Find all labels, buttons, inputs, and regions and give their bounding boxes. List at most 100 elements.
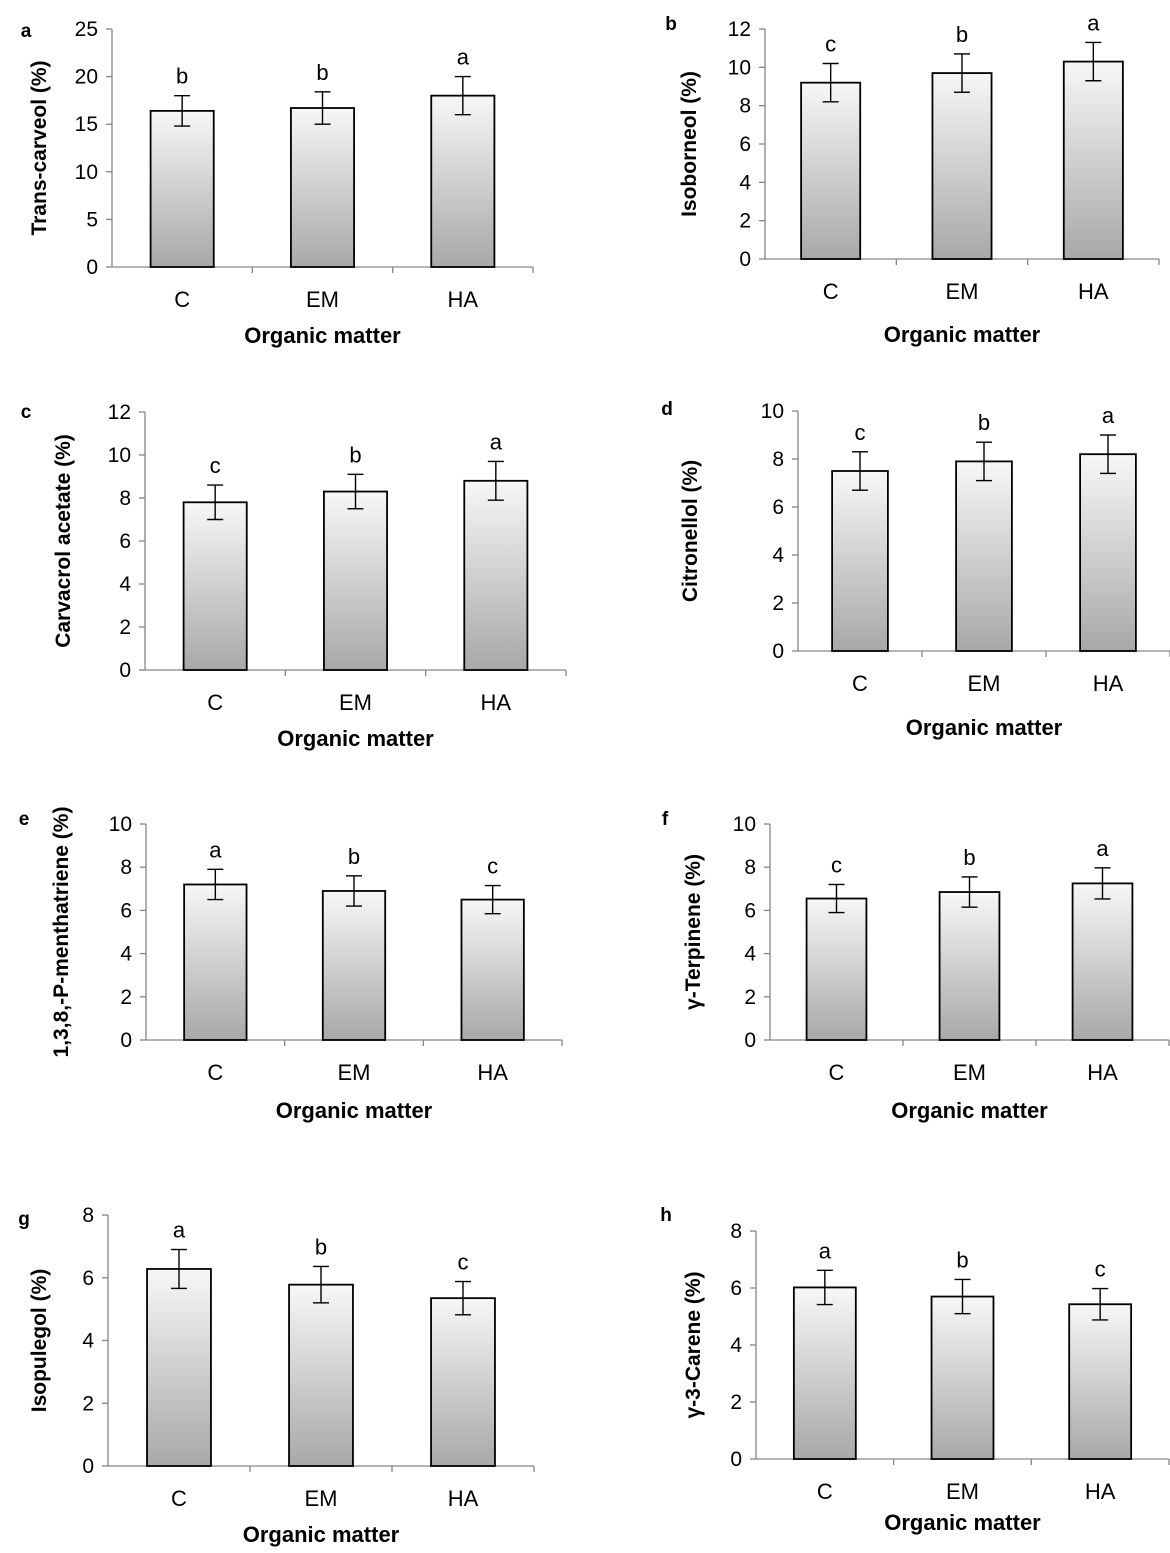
significance-letter: a (819, 1238, 832, 1263)
x-tick-label: C (174, 287, 190, 312)
x-tick-label: HA (1093, 671, 1124, 696)
y-tick-label: 6 (82, 1267, 94, 1290)
y-tick-label: 25 (75, 18, 98, 41)
y-tick-label: 0 (772, 640, 784, 663)
significance-letter: a (209, 837, 222, 862)
x-tick-label: HA (1078, 279, 1109, 304)
y-tick-label: 0 (120, 1029, 132, 1052)
bar (146, 1268, 212, 1467)
x-tick-label: HA (448, 287, 479, 312)
bar (955, 460, 1013, 652)
bar (323, 490, 388, 671)
bar (460, 898, 525, 1041)
x-tick-label: C (171, 1486, 187, 1511)
y-tick-label: 5 (86, 208, 98, 231)
bar (430, 94, 496, 268)
bar (805, 897, 868, 1041)
y-tick-label: 2 (120, 986, 132, 1009)
y-tick-label: 0 (82, 1455, 94, 1478)
x-tick-label: EM (946, 279, 979, 304)
y-tick-label: 6 (120, 899, 132, 922)
significance-letter: a (457, 45, 470, 70)
chart-panel-f: f 0 2 4 6 8 10 c Cb EM a HA Organic matter γ-Terpinen… (662, 809, 1170, 1123)
x-axis-title: Organic matter (277, 726, 434, 751)
y-tick-label: 4 (119, 573, 131, 596)
y-tick-label: 2 (82, 1392, 94, 1415)
y-tick-label: 12 (108, 401, 131, 424)
y-tick-label: 8 (120, 856, 132, 879)
y-tick-label: 4 (120, 943, 132, 966)
y-tick-label: 2 (744, 986, 756, 1009)
y-tick-label: 2 (772, 592, 784, 615)
x-axis-title: Organic matter (276, 1098, 433, 1123)
y-tick-label: 6 (739, 133, 751, 156)
y-tick-label: 4 (772, 544, 784, 567)
x-tick-label: C (823, 279, 839, 304)
y-tick-label: 10 (728, 56, 751, 79)
bar (149, 109, 215, 268)
bar (938, 891, 1001, 1041)
y-tick-label: 6 (119, 530, 131, 553)
y-tick-label: 15 (75, 113, 98, 136)
y-axis-title: Isoborneol (%) (678, 71, 701, 217)
y-tick-label: 2 (739, 210, 751, 233)
bar (183, 883, 248, 1041)
bar (430, 1297, 496, 1467)
chart-panel-c: c 0 2 4 6 8 10 12 c Cb EM a HA Organic matter Carvacro… (21, 401, 567, 751)
x-tick-label: EM (306, 287, 339, 312)
significance-letter: c (458, 1250, 469, 1275)
x-tick-label: EM (339, 690, 372, 715)
significance-letter: b (316, 60, 328, 85)
significance-letter: b (956, 22, 968, 47)
panel-letter: e (19, 809, 30, 830)
y-tick-label: 2 (119, 616, 131, 639)
y-tick-label: 0 (86, 256, 98, 279)
bar (930, 1295, 995, 1460)
bar (290, 107, 355, 268)
significance-letter: b (315, 1234, 327, 1259)
y-axis-title: 1,3,8,-P-menthatriene (%) (50, 807, 73, 1058)
x-tick-label: EM (946, 1479, 979, 1504)
y-tick-label: 0 (730, 1448, 742, 1471)
y-tick-label: 8 (119, 487, 131, 510)
x-axis-title: Organic matter (884, 322, 1041, 347)
bar (931, 72, 993, 260)
y-tick-label: 4 (739, 171, 751, 194)
y-tick-label: 6 (744, 899, 756, 922)
panel-letter: g (18, 1209, 30, 1230)
significance-letter: b (978, 410, 990, 435)
significance-letter: b (176, 64, 188, 89)
x-tick-label: C (817, 1479, 833, 1504)
x-axis-title: Organic matter (244, 323, 401, 348)
x-axis-title: Organic matter (243, 1522, 400, 1547)
y-tick-label: 2 (730, 1391, 742, 1414)
x-axis-title: Organic matter (906, 715, 1063, 740)
significance-letter: c (487, 854, 498, 879)
significance-letter: c (855, 420, 866, 445)
significance-letter: b (348, 844, 360, 869)
x-tick-label: HA (448, 1486, 479, 1511)
panel-letter: h (660, 1205, 672, 1226)
y-tick-label: 4 (730, 1334, 742, 1357)
y-axis-title: Isopulegol (%) (28, 1269, 51, 1413)
significance-letter: a (1096, 836, 1109, 861)
x-tick-label: EM (953, 1060, 986, 1085)
x-tick-label: C (207, 1060, 223, 1085)
panel-letter: d (661, 399, 673, 420)
bar (831, 470, 889, 652)
y-tick-label: 4 (744, 943, 756, 966)
bar (1068, 1303, 1133, 1460)
x-tick-label: C (829, 1060, 845, 1085)
bar (182, 501, 248, 671)
panel-letter: b (665, 14, 677, 35)
panel-letter: c (21, 402, 32, 423)
y-tick-label: 0 (119, 659, 131, 682)
y-axis-title: γ-3-Carene (%) (682, 1271, 705, 1418)
significance-letter: b (349, 442, 361, 467)
y-tick-label: 8 (772, 448, 784, 471)
bar (321, 890, 387, 1041)
significance-letter: b (956, 1247, 968, 1272)
y-tick-label: 12 (728, 18, 751, 41)
bar (288, 1283, 354, 1467)
